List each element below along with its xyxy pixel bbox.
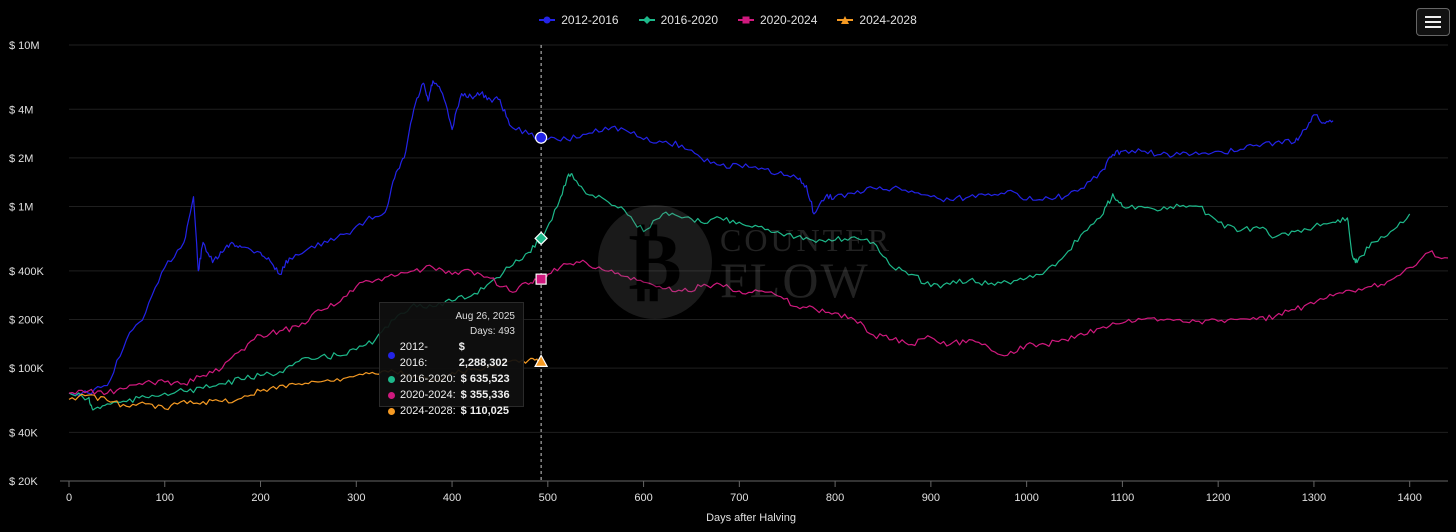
tooltip: Aug 26, 2025 Days: 493 2012-2016: $ 2,28… bbox=[379, 302, 524, 417]
hamburger-icon bbox=[1425, 16, 1441, 18]
hover-marker-2016-2020 bbox=[534, 231, 548, 246]
x-tick-label: 1000 bbox=[1014, 492, 1038, 504]
y-tick-label: $ 10M bbox=[9, 40, 40, 52]
triangle-marker-icon bbox=[837, 16, 854, 24]
x-axis: 0 100 200 300 400 500 600 700 800 900 1000 1100 1200… bbox=[60, 480, 1448, 504]
tooltip-days: Days: 493 bbox=[469, 326, 515, 337]
x-tick-label: 400 bbox=[443, 492, 461, 504]
tooltip-value: $ 635,523 bbox=[460, 373, 510, 385]
x-axis-title: Days after Halving bbox=[706, 512, 796, 524]
tooltip-row-2020-2024: 2020-2024: $ 355,336 bbox=[388, 387, 515, 403]
series-line-2020-2024 bbox=[68, 250, 1449, 396]
x-tick-label: 1200 bbox=[1206, 492, 1230, 504]
series-dot-icon bbox=[388, 407, 395, 415]
tooltip-label: 2024-2028: bbox=[400, 405, 456, 417]
y-tick-label: $ 4M bbox=[9, 104, 33, 116]
x-tick-label: 700 bbox=[730, 492, 748, 504]
y-tick-label: $ 2M bbox=[9, 153, 33, 165]
legend-item-2012-2016[interactable]: 2012-2016 bbox=[539, 13, 619, 27]
tooltip-row-2012-2016: 2012-2016: $ 2,288,302 bbox=[388, 339, 515, 371]
legend-item-2024-2028[interactable]: 2024-2028 bbox=[837, 13, 917, 27]
watermark: ₿ COUNTER FLOW bbox=[598, 205, 908, 330]
y-tick-label: $ 100K bbox=[9, 363, 45, 375]
hamburger-icon-bar bbox=[1425, 26, 1441, 28]
tooltip-label: 2020-2024: bbox=[400, 389, 456, 401]
hover-marker-2024-2028 bbox=[534, 354, 549, 367]
series-dot-icon bbox=[388, 391, 395, 399]
y-tick-label: $ 200K bbox=[9, 314, 45, 326]
legend-label: 2016-2020 bbox=[660, 13, 718, 27]
x-tick-label: 600 bbox=[634, 492, 652, 504]
series-line-2016-2020 bbox=[68, 173, 1411, 411]
y-tick-label: $ 1M bbox=[9, 202, 33, 214]
x-tick-label: 1100 bbox=[1111, 492, 1135, 504]
diamond-marker-icon bbox=[638, 16, 655, 24]
y-tick-label: $ 400K bbox=[9, 266, 45, 278]
x-tick-label: 0 bbox=[66, 492, 72, 504]
hover-marker-2020-2024 bbox=[535, 273, 547, 285]
y-tick-label: $ 20K bbox=[9, 476, 38, 488]
tooltip-row-2024-2028: 2024-2028: $ 110,025 bbox=[388, 403, 515, 419]
x-tick-label: 500 bbox=[539, 492, 557, 504]
y-tick-label: $ 40K bbox=[9, 427, 38, 439]
hamburger-icon-bar bbox=[1425, 21, 1441, 23]
x-tick-label: 300 bbox=[347, 492, 365, 504]
hover-marker-2012-2016 bbox=[535, 131, 548, 144]
legend-item-2020-2024[interactable]: 2020-2024 bbox=[738, 13, 817, 27]
series-line-2012-2016 bbox=[68, 80, 1334, 396]
tooltip-value: $ 110,025 bbox=[460, 405, 510, 417]
y-axis: $ 20K $ 40K $ 100K $ 200K $ 400K $ 1M $ 2M $ 4M… bbox=[9, 40, 45, 488]
tooltip-label: 2016-2020: bbox=[400, 373, 456, 385]
hover-markers bbox=[534, 131, 549, 367]
x-tick-label: 800 bbox=[826, 492, 844, 504]
x-tick-label: 1400 bbox=[1397, 492, 1421, 504]
legend-label: 2024-2028 bbox=[859, 13, 917, 27]
x-tick-label: 900 bbox=[922, 492, 940, 504]
series-dot-icon bbox=[388, 375, 395, 383]
square-marker-icon bbox=[738, 16, 754, 24]
legend-label: 2020-2024 bbox=[760, 13, 818, 27]
chart-menu-button[interactable] bbox=[1416, 8, 1450, 36]
series-dot-icon bbox=[388, 351, 395, 359]
grid bbox=[69, 44, 1448, 482]
tooltip-value: $ 355,336 bbox=[460, 389, 510, 401]
watermark-line1: COUNTER bbox=[720, 222, 892, 258]
x-tick-label: 1300 bbox=[1302, 492, 1326, 504]
legend-label: 2012-2016 bbox=[561, 13, 619, 27]
x-tick-label: 100 bbox=[156, 492, 174, 504]
tooltip-date: Aug 26, 2025 bbox=[455, 311, 516, 322]
tooltip-label: 2012-2016: bbox=[399, 341, 428, 369]
legend: 2012-2016 2016-2020 2020-2024 2024-2028 bbox=[0, 13, 1456, 27]
tooltip-value: $ 2,288,302 bbox=[458, 341, 508, 369]
tooltip-row-2016-2020: 2016-2020: $ 635,523 bbox=[388, 371, 515, 387]
x-tick-label: 200 bbox=[251, 492, 269, 504]
circle-marker-icon bbox=[539, 16, 556, 24]
legend-item-2016-2020[interactable]: 2016-2020 bbox=[638, 13, 718, 27]
watermark-line2: FLOW bbox=[720, 252, 870, 308]
bitcoin-icon: ₿ bbox=[628, 219, 681, 307]
